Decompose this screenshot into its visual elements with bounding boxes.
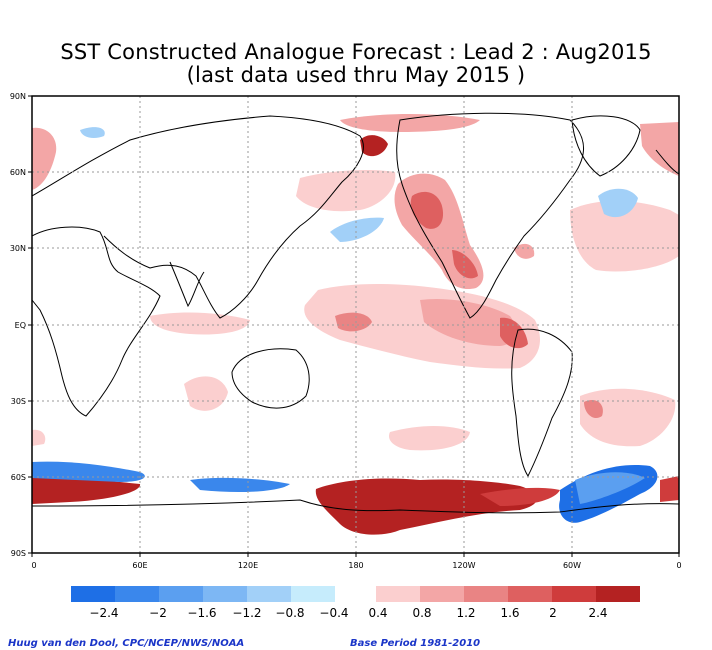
- lon-label-60w: 60W: [563, 561, 581, 570]
- colorbar-negative-swatch-2: [115, 586, 159, 602]
- anomaly-nordic-warm: [640, 122, 679, 176]
- colorbar: −2.4 −2 −1.6 −1.2 −0.8 −0.4 0.4 0.8 1.2 …: [71, 586, 640, 620]
- colorbar-label-pos-2.4: 2.4: [588, 606, 607, 620]
- map-title-line2: (last data used thru May 2015 ): [186, 63, 526, 87]
- anomaly-baja-warm: [452, 250, 478, 279]
- anomaly-south-atlantic-core: [584, 399, 603, 419]
- colorbar-positive-swatch-4: [508, 586, 552, 602]
- anomaly-north-pacific-warm: [296, 170, 396, 212]
- lon-label-180: 180: [348, 561, 363, 570]
- anomaly-north-atlantic-warm: [570, 200, 679, 272]
- anomaly-south-pacific-warm: [388, 426, 470, 451]
- axis-ticks: [28, 95, 680, 557]
- base-period-text: Base Period 1981-2010: [350, 638, 481, 649]
- lat-label-60s: 60S: [11, 473, 26, 482]
- anomaly-central-pacific-cold: [330, 217, 384, 242]
- coastline-south-america: [511, 328, 573, 477]
- colorbar-negative: [71, 586, 335, 602]
- colorbar-label-neg-0.4: −0.4: [319, 606, 348, 620]
- anomaly-enso-warm: [420, 298, 516, 346]
- colorbar-positive-swatch-6: [596, 586, 640, 602]
- map-title-line1: SST Constructed Analogue Forecast : Lead…: [60, 40, 652, 64]
- lat-label-90n: 90N: [10, 92, 26, 101]
- coastline-africa: [32, 226, 161, 417]
- colorbar-negative-swatch-6: [291, 586, 335, 602]
- lon-labels: 0 60E 120E 180 120W 60W 0: [31, 561, 681, 570]
- colorbar-negative-swatch-4: [203, 586, 247, 602]
- lat-label-90s: 90S: [11, 549, 26, 558]
- colorbar-positive-swatch-2: [420, 586, 464, 602]
- anomaly-amundsen-warm: [480, 487, 560, 506]
- lat-label-30n: 30N: [10, 244, 26, 253]
- credit-text: Huug van den Dool, CPC/NCEP/NWS/NOAA: [8, 638, 245, 649]
- lat-label-30s: 30S: [11, 397, 26, 406]
- anomaly-weddell-warm: [660, 476, 679, 502]
- anomaly-south-atlantic-west-warm: [32, 429, 46, 446]
- lat-label-60n: 60N: [10, 168, 26, 177]
- lon-label-120e: 120E: [238, 561, 258, 570]
- lat-label-eq: EQ: [15, 321, 26, 330]
- coastline-eurasia: [32, 115, 364, 319]
- lon-label-120w: 120W: [452, 561, 475, 570]
- coastline-europe-west: [655, 149, 679, 175]
- coastline-greenland: [571, 115, 641, 177]
- anomaly-warm-pool-core: [335, 312, 372, 332]
- coastlines: [32, 112, 679, 514]
- colorbar-label-neg-1.6: −1.6: [187, 606, 216, 620]
- lon-label-60e: 60E: [132, 561, 147, 570]
- coastline-antarctica: [32, 499, 679, 514]
- anomaly-indian-ocean-warm: [150, 312, 250, 335]
- colorbar-negative-swatch-1: [71, 586, 115, 602]
- colorbar-negative-swatch-3: [159, 586, 203, 602]
- coastline-india: [169, 261, 205, 308]
- colorbar-positive-swatch-1: [376, 586, 420, 602]
- colorbar-label-neg-0.8: −0.8: [275, 606, 304, 620]
- anomaly-ross-sea-warm: [315, 478, 537, 535]
- colorbar-positive: [376, 586, 640, 602]
- anomaly-south-atlantic-warm: [580, 388, 676, 447]
- anomaly-shading: [32, 114, 679, 535]
- anomaly-bering-warm: [360, 135, 388, 157]
- anomaly-drake-cold-inner: [575, 472, 645, 504]
- anomaly-ne-pacific-core: [410, 191, 444, 229]
- lon-label-0-left: 0: [31, 561, 36, 570]
- colorbar-label-pos-1.6: 1.6: [500, 606, 519, 620]
- anomaly-southern-indian-warm: [32, 477, 141, 504]
- anomaly-north-atlantic-cold: [598, 188, 638, 218]
- anomaly-arctic-cold: [80, 127, 105, 138]
- anomaly-arctic-warm: [340, 114, 480, 132]
- colorbar-label-pos-1.2: 1.2: [456, 606, 475, 620]
- colorbar-label-pos-2: 2: [549, 606, 557, 620]
- colorbar-label-pos-0.8: 0.8: [412, 606, 431, 620]
- coastline-north-america: [396, 112, 584, 319]
- colorbar-negative-swatch-5: [247, 586, 291, 602]
- colorbar-label-neg-1.2: −1.2: [232, 606, 261, 620]
- coastline-australia: [231, 348, 310, 409]
- anomaly-south-indian-warm: [184, 376, 228, 411]
- lat-labels: 90N 60N 30N EQ 30S 60S 90S: [10, 92, 26, 558]
- colorbar-label-neg-2: −2: [149, 606, 167, 620]
- map-gridlines: [32, 96, 679, 553]
- anomaly-gulf-warm: [514, 243, 535, 259]
- anomaly-southern-cold-1: [32, 461, 145, 482]
- anomaly-barents-warm: [32, 127, 57, 190]
- colorbar-label-pos-0.4: 0.4: [368, 606, 387, 620]
- colorbar-positive-swatch-5: [552, 586, 596, 602]
- colorbar-label-neg-2.4: −2.4: [89, 606, 118, 620]
- anomaly-southern-cold-2: [190, 477, 290, 492]
- colorbar-positive-swatch-3: [464, 586, 508, 602]
- colorbar-labels: −2.4 −2 −1.6 −1.2 −0.8 −0.4 0.4 0.8 1.2 …: [89, 606, 607, 620]
- lon-label-0-right: 0: [676, 561, 681, 570]
